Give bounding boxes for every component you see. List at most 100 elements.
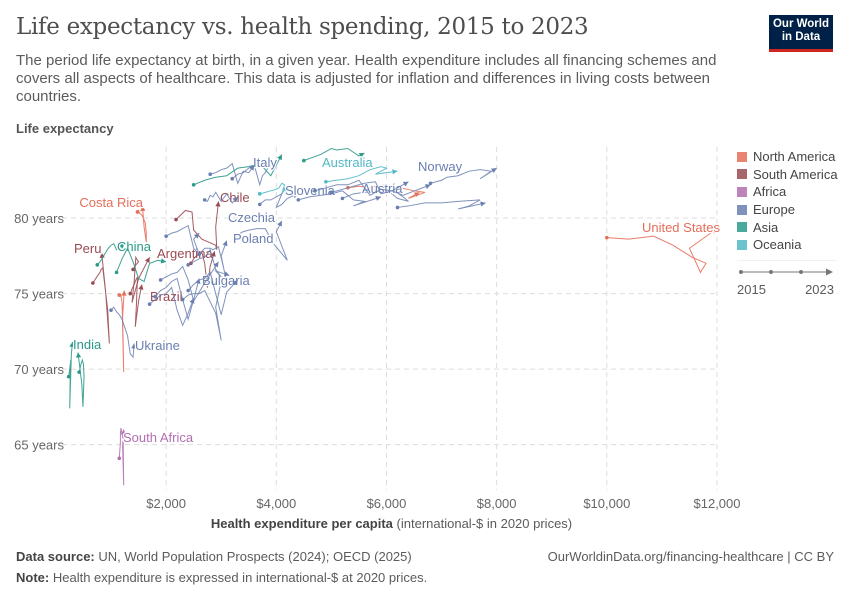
x-tick-label: $6,000 — [367, 496, 407, 511]
series-start-dot — [158, 278, 163, 282]
timeline-dot — [739, 270, 743, 274]
y-tick-label: 75 years — [14, 287, 64, 302]
chart-subtitle: The period life expectancy at birth, in … — [16, 52, 717, 105]
series-label: Slovenia — [285, 183, 336, 198]
legend-item[interactable]: Africa — [737, 183, 838, 201]
series-label: Ukraine — [135, 338, 180, 353]
series-label: Poland — [233, 231, 273, 246]
legend-label: Oceania — [753, 237, 802, 253]
note-text: Health expenditure is expressed in inter… — [52, 570, 428, 585]
series-end-arrow-icon — [392, 169, 398, 175]
series-line — [187, 271, 239, 315]
series-start-dot — [230, 176, 235, 181]
timeline-start-label: 2015 — [737, 282, 766, 297]
series-end-arrow-icon — [413, 192, 420, 198]
series-label: Austria — [362, 181, 403, 196]
series-start-dot — [313, 189, 317, 193]
legend-swatch — [737, 204, 747, 215]
series-end-arrow-icon — [424, 184, 431, 189]
legend-item[interactable]: Asia — [737, 218, 838, 236]
series-end-arrow-icon — [266, 162, 271, 168]
series-end-arrow-icon — [131, 343, 137, 349]
series-start-dot — [340, 196, 345, 201]
legend-swatch — [737, 186, 747, 197]
series-start-dot — [131, 267, 135, 272]
data-source-text: UN, World Population Prospects (2024); O… — [98, 549, 412, 564]
x-tick-label: $12,000 — [694, 496, 741, 511]
owid-logo[interactable]: Our World in Data — [769, 15, 833, 52]
series-start-dot — [208, 172, 212, 176]
series-line — [165, 224, 200, 255]
series-line — [303, 147, 365, 162]
legend-item[interactable]: South America — [737, 166, 838, 184]
series-start-dot — [257, 192, 262, 196]
series-label: Italy — [253, 155, 277, 170]
series-line — [182, 281, 222, 341]
series-label: China — [117, 239, 152, 254]
series-start-dot — [174, 217, 178, 222]
series-line — [259, 192, 299, 209]
series-start-dot — [202, 198, 207, 202]
x-tick-label: $10,000 — [583, 496, 630, 511]
series-line — [149, 286, 195, 327]
series-start-dot — [257, 202, 262, 207]
series-end-arrow-icon — [121, 290, 127, 296]
x-tick-label: $8,000 — [477, 496, 517, 511]
timeline-arrow-icon — [826, 268, 833, 276]
legend-item[interactable]: Oceania — [737, 236, 838, 254]
series-start-dot — [135, 210, 140, 214]
series-line — [204, 191, 239, 204]
series-label: South Africa — [123, 430, 194, 445]
series-line — [606, 228, 718, 274]
series-end-arrow-icon — [69, 341, 75, 348]
series-end-arrow-icon — [160, 258, 167, 264]
series-end-arrow-icon — [358, 153, 365, 158]
series-end-arrow-icon — [217, 281, 223, 287]
series-line — [210, 162, 255, 185]
timeline-end-label: 2023 — [805, 282, 834, 297]
series-end-arrow-icon — [232, 279, 238, 286]
series-start-dot — [95, 263, 100, 267]
series-start-dot — [235, 232, 240, 237]
series-line — [118, 427, 125, 486]
y-axis-title: Life expectancy — [16, 121, 114, 136]
series-end-arrow-icon — [213, 261, 219, 268]
series-line — [154, 277, 200, 322]
series-end-arrow-icon — [120, 429, 126, 435]
series-end-arrow-icon — [75, 352, 82, 358]
series-end-arrow-icon — [292, 193, 299, 199]
series-start-dot — [302, 158, 306, 163]
series-end-arrow-icon — [277, 154, 282, 161]
source-url-link[interactable]: OurWorldinData.org/financing-healthcare … — [547, 549, 834, 564]
series-line — [259, 182, 288, 195]
series-label: Costa Rica — [79, 195, 143, 210]
series-label: Norway — [418, 159, 463, 174]
series-label: India — [73, 337, 102, 352]
chart-title: Life expectancy vs. health spending, 201… — [16, 14, 589, 40]
series-line — [331, 181, 431, 196]
legend-item[interactable]: North America — [737, 148, 838, 166]
legend-item[interactable]: Europe — [737, 201, 838, 219]
series-start-dot — [114, 270, 119, 275]
series-start-dot — [128, 291, 133, 296]
series-end-arrow-icon — [140, 205, 146, 212]
series-end-arrow-icon — [138, 284, 144, 290]
legend-swatch — [737, 222, 747, 233]
y-tick-label: 65 years — [14, 438, 64, 453]
timeline-legend[interactable]: 2015 2023 — [737, 260, 837, 300]
timeline-dot — [799, 270, 803, 274]
series-label: United States — [642, 220, 721, 235]
series-end-arrow-icon — [215, 201, 221, 207]
series-line — [92, 252, 110, 344]
series-end-arrow-icon — [193, 233, 200, 239]
series-start-dot — [324, 179, 328, 184]
series-start-dot — [186, 288, 190, 293]
legend-label: Europe — [753, 202, 795, 218]
series-end-arrow-icon — [277, 221, 282, 227]
series-end-arrow-icon — [144, 257, 150, 263]
legend: North America South America Africa Europe As… — [737, 148, 838, 297]
legend-label: North America — [753, 149, 836, 165]
series-line — [430, 167, 497, 184]
